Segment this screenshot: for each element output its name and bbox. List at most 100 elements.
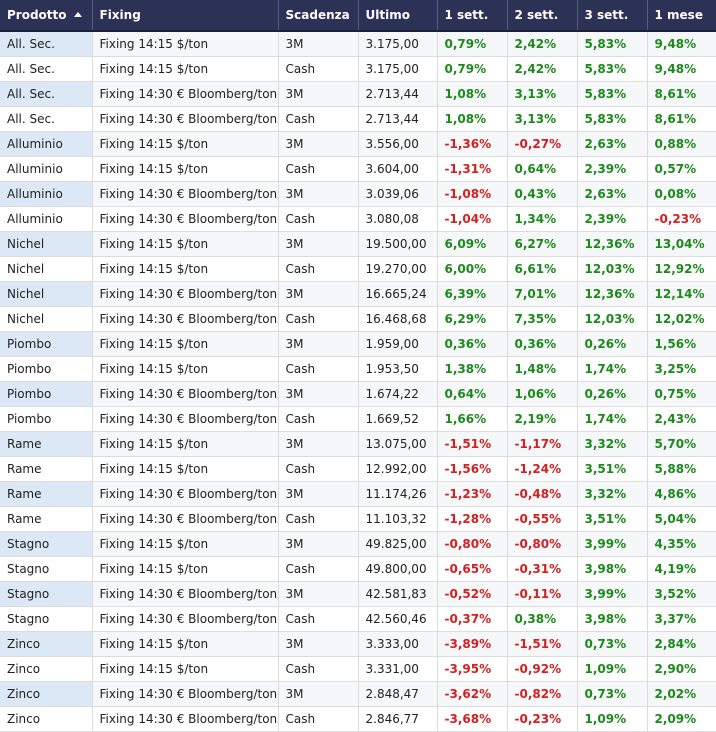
cell-3-sett: 3,51% xyxy=(576,456,647,482)
cell-1-sett: 6,09% xyxy=(436,231,507,257)
cell-2-sett: -1,24% xyxy=(506,456,577,482)
cell-prodotto: Alluminio xyxy=(0,131,92,157)
table-row: Stagno Fixing 14:30 € Bloomberg/ton Cash 42… xyxy=(0,606,716,632)
cell-ultimo: 3.556,00 xyxy=(357,131,437,157)
cell-2-sett: 7,35% xyxy=(506,306,577,332)
table-row: Stagno Fixing 14:15 $/ton Cash 49.800,00 -0,… xyxy=(0,556,716,582)
column-header-ultimo[interactable]: Ultimo xyxy=(357,0,437,32)
cell-ultimo: 19.270,00 xyxy=(357,256,437,282)
cell-prodotto: Rame xyxy=(0,431,92,457)
cell-2-sett: -0,80% xyxy=(506,531,577,557)
cell-fixing: Fixing 14:30 € Bloomberg/ton xyxy=(91,706,278,732)
cell-2-sett: 6,61% xyxy=(506,256,577,282)
cell-scadenza: 3M xyxy=(277,181,358,207)
cell-ultimo: 16.468,68 xyxy=(357,306,437,332)
cell-3-sett: 1,09% xyxy=(576,706,647,732)
cell-1-sett: -1,28% xyxy=(436,506,507,532)
cell-3-sett: 5,83% xyxy=(576,81,647,107)
cell-1-mese: 0,57% xyxy=(646,156,716,182)
cell-3-sett: 3,32% xyxy=(576,431,647,457)
cell-ultimo: 1.669,52 xyxy=(357,406,437,432)
column-header-1-sett[interactable]: 1 sett. xyxy=(436,0,507,32)
column-header-2-sett[interactable]: 2 sett. xyxy=(506,0,577,32)
cell-scadenza: Cash xyxy=(277,406,358,432)
table-row: Zinco Fixing 14:30 € Bloomberg/ton Cash 2.8… xyxy=(0,706,716,732)
cell-scadenza: Cash xyxy=(277,206,358,232)
column-header-1-mese[interactable]: 1 mese xyxy=(646,0,716,32)
cell-1-mese: 2,90% xyxy=(646,656,716,682)
column-header-label: 1 sett. xyxy=(444,8,489,22)
cell-fixing: Fixing 14:30 € Bloomberg/ton xyxy=(91,481,278,507)
column-header-prodotto[interactable]: Prodotto xyxy=(0,0,92,32)
cell-1-sett: -0,65% xyxy=(436,556,507,582)
cell-2-sett: 6,27% xyxy=(506,231,577,257)
cell-ultimo: 42.560,46 xyxy=(357,606,437,632)
cell-ultimo: 12.992,00 xyxy=(357,456,437,482)
cell-1-mese: 5,88% xyxy=(646,456,716,482)
cell-prodotto: All. Sec. xyxy=(0,31,92,57)
table-row: Piombo Fixing 14:15 $/ton Cash 1.953,50 1,38… xyxy=(0,356,716,382)
cell-1-mese: 13,04% xyxy=(646,231,716,257)
cell-fixing: Fixing 14:30 € Bloomberg/ton xyxy=(91,406,278,432)
cell-fixing: Fixing 14:30 € Bloomberg/ton xyxy=(91,306,278,332)
cell-1-sett: -3,95% xyxy=(436,656,507,682)
cell-ultimo: 19.500,00 xyxy=(357,231,437,257)
cell-prodotto: Zinco xyxy=(0,706,92,732)
cell-1-mese: 4,86% xyxy=(646,481,716,507)
column-header-label: Ultimo xyxy=(365,8,410,22)
cell-3-sett: 1,74% xyxy=(576,406,647,432)
cell-scadenza: Cash xyxy=(277,106,358,132)
cell-fixing: Fixing 14:30 € Bloomberg/ton xyxy=(91,681,278,707)
cell-3-sett: 5,83% xyxy=(576,56,647,82)
cell-fixing: Fixing 14:30 € Bloomberg/ton xyxy=(91,506,278,532)
cell-2-sett: -0,82% xyxy=(506,681,577,707)
cell-prodotto: Stagno xyxy=(0,581,92,607)
table-row: All. Sec. Fixing 14:15 $/ton Cash 3.175,00 0… xyxy=(0,56,716,82)
cell-1-mese: 12,92% xyxy=(646,256,716,282)
cell-1-mese: 0,88% xyxy=(646,131,716,157)
table-row: Nichel Fixing 14:30 € Bloomberg/ton 3M 16.6… xyxy=(0,281,716,307)
cell-prodotto: Nichel xyxy=(0,306,92,332)
cell-prodotto: Zinco xyxy=(0,681,92,707)
cell-2-sett: -0,31% xyxy=(506,556,577,582)
cell-1-sett: -3,89% xyxy=(436,631,507,657)
table-row: Stagno Fixing 14:15 $/ton 3M 49.825,00 -0,80… xyxy=(0,531,716,557)
cell-1-mese: 5,04% xyxy=(646,506,716,532)
cell-1-sett: -1,04% xyxy=(436,206,507,232)
cell-1-mese: 8,61% xyxy=(646,106,716,132)
column-header-fixing[interactable]: Fixing xyxy=(91,0,278,32)
column-header-3-sett[interactable]: 3 sett. xyxy=(576,0,647,32)
cell-prodotto: Alluminio xyxy=(0,206,92,232)
column-header-scadenza[interactable]: Scadenza xyxy=(277,0,358,32)
column-header-label: Prodotto xyxy=(7,8,67,22)
cell-1-mese: 2,09% xyxy=(646,706,716,732)
cell-scadenza: Cash xyxy=(277,256,358,282)
table-row: Zinco Fixing 14:15 $/ton 3M 3.333,00 -3,89% -… xyxy=(0,631,716,657)
table-row: All. Sec. Fixing 14:30 € Bloomberg/ton Cas… xyxy=(0,106,716,132)
cell-prodotto: All. Sec. xyxy=(0,81,92,107)
cell-3-sett: 12,36% xyxy=(576,231,647,257)
cell-fixing: Fixing 14:30 € Bloomberg/ton xyxy=(91,281,278,307)
table-row: Rame Fixing 14:15 $/ton Cash 12.992,00 -1,56… xyxy=(0,456,716,482)
cell-1-mese: 9,48% xyxy=(646,31,716,57)
cell-1-sett: 1,08% xyxy=(436,106,507,132)
cell-ultimo: 3.080,08 xyxy=(357,206,437,232)
cell-scadenza: 3M xyxy=(277,531,358,557)
cell-scadenza: Cash xyxy=(277,156,358,182)
cell-2-sett: -0,11% xyxy=(506,581,577,607)
cell-3-sett: 12,03% xyxy=(576,306,647,332)
column-header-label: Scadenza xyxy=(285,8,350,22)
table-body: All. Sec. Fixing 14:15 $/ton 3M 3.175,00 0,7… xyxy=(0,31,716,732)
cell-3-sett: 5,83% xyxy=(576,106,647,132)
cell-3-sett: 2,39% xyxy=(576,156,647,182)
cell-1-sett: -1,23% xyxy=(436,481,507,507)
cell-1-sett: 6,00% xyxy=(436,256,507,282)
table-row: All. Sec. Fixing 14:15 $/ton 3M 3.175,00 0,7… xyxy=(0,31,716,57)
table-row: Piombo Fixing 14:30 € Bloomberg/ton 3M 1.67… xyxy=(0,381,716,407)
cell-prodotto: Stagno xyxy=(0,556,92,582)
column-header-label: Fixing xyxy=(99,8,141,22)
cell-2-sett: -1,17% xyxy=(506,431,577,457)
cell-fixing: Fixing 14:15 $/ton xyxy=(91,256,278,282)
cell-1-sett: -0,80% xyxy=(436,531,507,557)
cell-1-sett: -1,08% xyxy=(436,181,507,207)
